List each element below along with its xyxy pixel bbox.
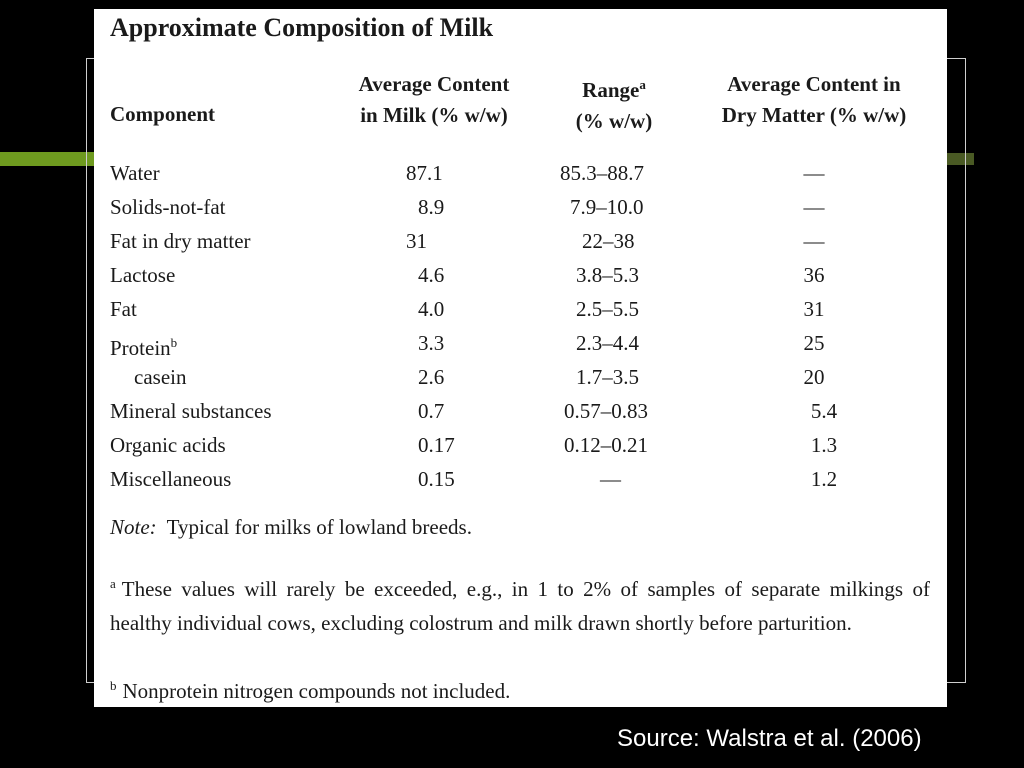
header-range-sup: a [639,77,646,92]
footnote-a-mark: a [110,576,116,591]
cell-range: 0.12–0.21 [564,433,648,457]
cell-dry-matter: 20 [803,365,825,389]
cell-average: 0.15 [418,467,455,491]
cell-component: casein [134,360,186,394]
footnote-b-text: Nonprotein nitrogen compounds not includ… [122,679,511,703]
cell-average: 4.0 [418,297,445,321]
table-row: Miscellaneous 0.15 — 1.2 [94,462,947,496]
cell-component: Fat in dry matter [110,224,251,258]
cell-range: 3.8–5.3 [576,263,639,287]
header-average-line2: in Milk (% w/w) [360,103,508,127]
cell-component: Mineral substances [110,394,272,428]
cell-component: Fat [110,292,137,326]
footnote-a: a These values will rarely be exceeded, e… [110,567,930,640]
cell-range: 7.9–10.0 [570,195,644,219]
cell-range: 2.3–4.4 [576,331,639,355]
note-label: Note: [110,515,157,539]
header-dry-line2: Dry Matter (% w/w) [721,103,907,127]
cell-average: 31 [406,229,427,253]
cell-component: Lactose [110,258,175,292]
component-label: Organic acids [110,433,226,457]
component-label: Protein [110,336,171,360]
cell-dry-matter: — [803,161,825,185]
header-range: Rangea (% w/w) [544,69,684,137]
header-average-content: Average Content in Milk (% w/w) [334,69,534,131]
cell-range: 2.5–5.5 [576,297,639,321]
footnote-b: b Nonprotein nitrogen compounds not inclu… [110,669,510,708]
source-caption: Source: Walstra et al. (2006) [617,725,922,752]
cell-component: Solids-not-fat [110,190,226,224]
component-footnote-mark: b [170,335,178,350]
cell-range: — [600,467,621,491]
composition-table-image: Approximate Composition of Milk Componen… [94,9,947,707]
cell-dry-matter: 1.2 [810,467,838,491]
cell-component: Miscellaneous [110,462,231,496]
cell-component: Water [110,156,160,190]
cell-dry-matter: 31 [803,297,825,321]
header-component-label: Component [110,102,216,126]
cell-range: 22–38 [582,229,635,253]
cell-range: 1.7–3.5 [576,365,639,389]
component-label: Fat [110,297,137,321]
cell-component: Proteinb [110,326,177,365]
component-label: Solids-not-fat [110,195,226,219]
table-row: Lactose 4.6 3.8–5.3 36 [94,258,947,292]
component-label: Lactose [110,263,176,287]
component-label: Miscellaneous [110,467,232,491]
table-row: casein 2.6 1.7–3.5 20 [94,360,947,394]
cell-dry-matter: 36 [803,263,825,287]
component-label: casein [134,365,187,389]
footnote-b-mark: b [110,678,117,693]
cell-range: 0.57–0.83 [564,399,648,423]
cell-average: 0.7 [418,399,445,423]
header-dry-line1: Average Content in [727,72,901,96]
cell-dry-matter: — [803,195,825,219]
header-dry-matter: Average Content in Dry Matter (% w/w) [694,69,934,131]
table-row: Organic acids 0.17 0.12–0.21 1.3 [94,428,947,462]
component-label: Water [110,161,160,185]
cell-average: 87.1 [406,161,443,185]
table-row: Fat in dry matter 31 22–38 — [94,224,947,258]
table-row: Proteinb 3.3 2.3–4.4 25 [94,326,947,360]
component-label: Fat in dry matter [110,229,251,253]
header-range-label: Range [582,78,640,102]
accent-bar-left [0,152,96,166]
table-row: Solids-not-fat 8.9 7.9–10.0 — [94,190,947,224]
table-note: Note: Typical for milks of lowland breeds… [110,515,472,540]
component-label: Mineral substances [110,399,272,423]
table-title: Approximate Composition of Milk [110,13,494,42]
header-component: Component [110,99,215,130]
accent-bar-right [946,153,974,165]
cell-dry-matter: 1.3 [810,433,838,457]
cell-dry-matter: 25 [803,331,825,355]
cell-range: 85.3–88.7 [560,161,644,185]
footnote-a-text: These values will rarely be exceeded, e.… [110,577,930,635]
table-row: Fat 4.0 2.5–5.5 31 [94,292,947,326]
cell-dry-matter: 5.4 [810,399,838,423]
cell-average: 2.6 [418,365,445,389]
header-range-line1: Rangea [544,69,684,106]
table-row: Water 87.1 85.3–88.7 — [94,156,947,190]
cell-component: Organic acids [110,428,226,462]
cell-average: 4.6 [418,263,445,287]
cell-average: 8.9 [418,195,445,219]
note-text: Typical for milks of lowland breeds. [166,515,472,539]
table-row: Mineral substances 0.7 0.57–0.83 5.4 [94,394,947,428]
cell-dry-matter: — [803,229,825,253]
cell-average: 0.17 [418,433,455,457]
header-average-line1: Average Content [358,72,510,96]
header-range-line2: (% w/w) [575,109,653,133]
cell-average: 3.3 [418,331,445,355]
